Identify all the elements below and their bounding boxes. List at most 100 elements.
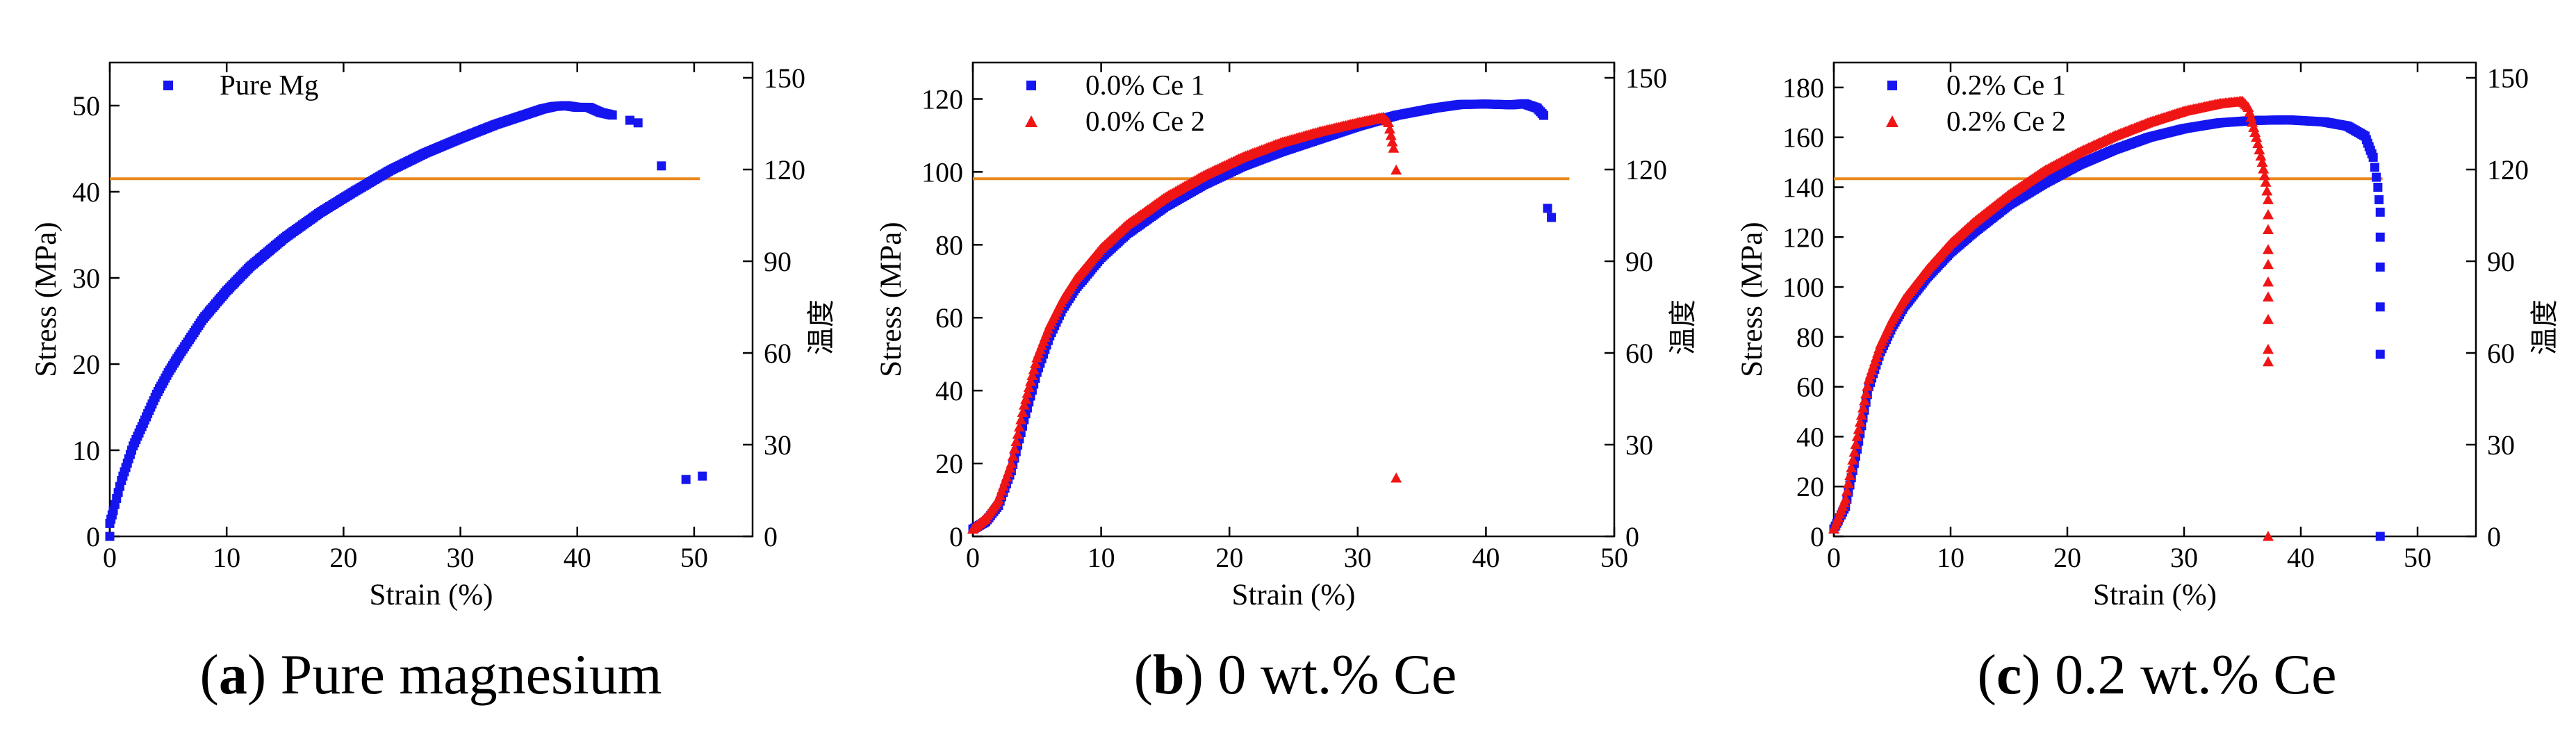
data-point [657, 161, 666, 171]
data-point [625, 115, 634, 125]
y2-tick-label: 0 [2487, 521, 2501, 552]
data-point [2262, 356, 2274, 367]
series-2 [1828, 95, 2274, 541]
caption-text: 0 wt.% Ce [1204, 643, 1457, 706]
data-point [1007, 450, 1019, 461]
data-point [2258, 170, 2270, 181]
x-tick-label: 40 [564, 542, 591, 573]
x-tick-label: 50 [1600, 542, 1628, 573]
y2-axis-title: 温度 [1667, 299, 1699, 355]
y2-tick-label: 0 [764, 521, 778, 552]
data-point [1850, 438, 1862, 450]
x-tick-label: 20 [2053, 542, 2081, 573]
data-point [1846, 462, 1857, 472]
x-tick-label: 50 [680, 542, 708, 573]
data-point [2245, 111, 2257, 122]
data-point [1847, 454, 1859, 465]
data-point [2262, 291, 2274, 302]
data-point [698, 471, 707, 481]
data-point [1015, 414, 1027, 425]
data-point [2242, 101, 2254, 113]
data-point [1017, 406, 1028, 418]
y-tick-label: 180 [1782, 72, 1824, 104]
data-point [2262, 531, 2274, 541]
data-point [2375, 262, 2385, 272]
data-point [1029, 358, 1041, 368]
data-point [1859, 395, 1871, 406]
data-point [2252, 138, 2264, 149]
y-tick-label: 40 [935, 375, 963, 406]
y2-tick-label: 60 [1625, 338, 1653, 369]
legend: 0.2% Ce 1 0.2% Ce 2 [1886, 69, 2066, 137]
x-axis-title: Strain (%) [2093, 579, 2217, 611]
data-point [2262, 258, 2274, 270]
data-point [1860, 388, 1872, 399]
caption-close: ) [247, 643, 266, 706]
data-point [1854, 416, 1866, 427]
legend-label: 0.0% Ce 1 [1085, 69, 1205, 101]
data-point [2370, 163, 2379, 172]
x-tick-label: 40 [2287, 542, 2315, 573]
x-tick-label: 30 [1344, 542, 1372, 573]
chart-panel-2: 0 10 20 30 40 500204060801001200306090120150S… [875, 61, 1699, 706]
data-point [2247, 117, 2258, 127]
y-tick-label: 0 [86, 521, 100, 552]
y2-axis-title: 温度 [805, 299, 837, 355]
y-tick-label: 30 [72, 263, 100, 294]
data-point [1010, 436, 1022, 447]
data-point [1383, 117, 1395, 128]
data-point [105, 532, 115, 541]
data-point [1018, 400, 1030, 410]
data-point [1862, 381, 1873, 391]
panel-caption: (c) 0.2 wt.% Ce [1978, 643, 2337, 706]
caption-text: 0.2 wt.% Ce [2041, 643, 2337, 706]
y-tick-label: 80 [1796, 322, 1824, 353]
caption-close: ) [1185, 643, 1204, 706]
y-tick-label: 0 [1810, 521, 1824, 552]
data-point [1851, 431, 1863, 441]
data-point [1008, 443, 1020, 454]
legend-marker [1887, 81, 1897, 90]
y2-axis-title: 温度 [2529, 299, 2561, 355]
x-tick-label: 40 [1472, 542, 1500, 573]
data-point [2258, 163, 2270, 174]
data-point [2374, 195, 2384, 204]
y2-tick-label: 60 [2487, 338, 2515, 369]
chart-panel-3: 0 10 20 30 40 50 0 20 40 60 80 100 120 140 160 180 0 30 60… [1736, 61, 2561, 706]
data-point [1012, 429, 1024, 439]
data-point [1028, 363, 1040, 374]
legend: 0.0% Ce 1 0.0% Ce 2 [1025, 69, 1205, 137]
y-tick-label: 50 [72, 90, 100, 122]
data-point [2261, 185, 2273, 196]
data-point [2368, 152, 2378, 162]
data-point [1857, 402, 1869, 413]
series-2 [967, 111, 1402, 534]
y-tick-label: 60 [935, 302, 963, 334]
legend-marker [1026, 81, 1036, 90]
y2-tick-label: 30 [1625, 429, 1653, 461]
data-point [2372, 172, 2381, 182]
x-tick-label: 0 [1827, 542, 1841, 573]
y2-tick-label: 120 [2487, 154, 2529, 186]
x-tick-label: 20 [1215, 542, 1243, 573]
data-point [2254, 144, 2265, 155]
y2-tick-label: 120 [764, 154, 805, 186]
caption-open: ( [1134, 643, 1153, 706]
y2-tick-label: 90 [1625, 246, 1653, 277]
chart-panel-1: 0 10 20 30 40 50 0 10 20 30 40 50 0 30 60 90 120 150 Strai… [30, 61, 837, 706]
x-tick-label: 0 [966, 542, 980, 573]
data-point [2262, 208, 2274, 220]
data-point [1543, 204, 1552, 213]
data-point [2255, 150, 2267, 161]
y-tick-label: 10 [72, 435, 100, 466]
x-tick-label: 30 [447, 542, 475, 573]
plot-frame [1832, 61, 2477, 538]
caption-letter: b [1153, 643, 1185, 706]
data-point [1848, 446, 1860, 457]
data-point [1539, 110, 1548, 120]
x-tick-label: 20 [329, 542, 357, 573]
panel-caption: (a) Pure magnesium [200, 643, 662, 706]
data-point [1853, 424, 1864, 434]
data-point [2262, 313, 2274, 324]
data-point [2244, 106, 2256, 117]
